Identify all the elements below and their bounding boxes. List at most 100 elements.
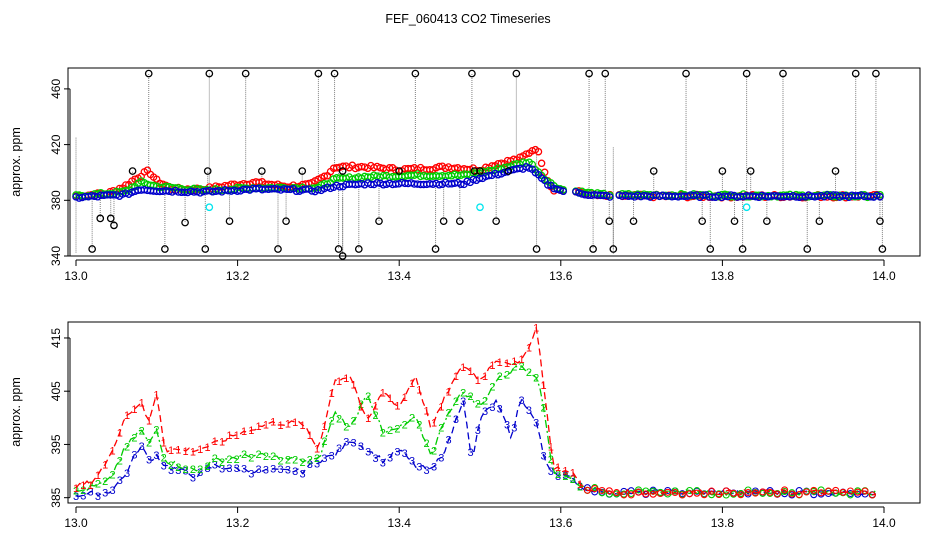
top-series-0-point <box>282 217 290 226</box>
bottom-series-2-point: 2 <box>467 391 473 403</box>
bottom-series-2-point: 2 <box>270 451 276 463</box>
top-series-0-point <box>338 252 347 260</box>
top-y-tick-label: 380 <box>49 190 63 210</box>
bottom-series-3-point: 3 <box>212 459 218 471</box>
bottom-series-3-point: 3 <box>424 465 430 477</box>
top-series-0-point <box>470 167 479 175</box>
bottom-series-2-point: 2 <box>540 402 546 414</box>
bottom-series-3-point: 3 <box>387 452 393 464</box>
bottom-series-2-point: 2 <box>489 381 495 393</box>
bottom-series-1-point <box>832 486 840 494</box>
bottom-series-1-line <box>75 327 877 496</box>
bottom-series-2-point: 2 <box>73 486 79 498</box>
bottom-series-2-point: 2 <box>212 453 218 465</box>
bottom-series-3-point: 3 <box>124 468 130 480</box>
top-series-3-point <box>435 181 443 189</box>
bottom-y-tick-label: 415 <box>49 328 63 348</box>
bottom-series-3-point: 3 <box>277 464 283 476</box>
top-series-0-point <box>241 69 250 78</box>
bottom-series-1-point <box>846 487 854 495</box>
top-x-tick-label: 13.2 <box>226 269 250 283</box>
bottom-series-2-point: 2 <box>256 449 262 461</box>
bottom-series-1-point: 1 <box>540 380 546 392</box>
bottom-series-1-point: 1 <box>387 393 393 405</box>
top-series-0-point <box>274 245 282 253</box>
top-series-0-point <box>878 245 887 253</box>
bottom-series-1-point <box>591 485 599 493</box>
top-series-0-point <box>730 217 739 226</box>
bottom-series-1-point: 1 <box>226 430 232 442</box>
top-series-0-point <box>395 167 404 175</box>
bottom-series-2-point: 2 <box>299 457 305 469</box>
bottom-series-3-point: 3 <box>336 443 342 455</box>
bottom-series-2-point: 2 <box>402 420 408 432</box>
top-series-3-point <box>829 191 838 199</box>
top-series-0-point <box>354 245 363 253</box>
figure-title: FEF_060413 CO2 Timeseries <box>385 12 550 26</box>
bottom-series-1-point <box>788 490 796 498</box>
bottom-series-3-point: 3 <box>190 472 196 484</box>
bottom-series-2-point: 2 <box>343 422 349 434</box>
top-series-0-point <box>649 167 658 175</box>
bottom-series-2-point: 2 <box>219 457 225 469</box>
bottom-series-1-point <box>751 489 759 497</box>
top-series-0-point <box>762 217 771 226</box>
bottom-series-1-point <box>700 491 708 499</box>
bottom-series-2-point: 2 <box>307 455 313 467</box>
top-series-0-point <box>181 218 189 227</box>
bottom-series-3-point: 3 <box>292 466 298 478</box>
bottom-series-2-point: 2 <box>285 454 291 466</box>
bottom-series-1-point: 1 <box>109 445 115 457</box>
bottom-series-2-point: 2 <box>314 453 320 465</box>
bottom-series-3-point: 3 <box>504 419 510 431</box>
bottom-series-1-point: 1 <box>329 388 335 400</box>
bottom-series-1-point: 1 <box>204 442 210 454</box>
bottom-x-tick-label: 13.4 <box>388 516 412 530</box>
bottom-series-3-point: 3 <box>475 425 481 437</box>
bottom-series-1-point: 1 <box>431 417 437 429</box>
bottom-series-1-point: 1 <box>409 378 415 390</box>
bottom-series-2-point: 2 <box>424 438 430 450</box>
top-x-tick-label: 13.0 <box>64 269 88 283</box>
bottom-series-3-point: 3 <box>314 459 320 471</box>
bottom-series-1-point: 1 <box>153 389 159 401</box>
bottom-series-3-point: 3 <box>497 404 503 416</box>
bottom-series-2-point: 2 <box>416 420 422 432</box>
bottom-series-2-point <box>846 491 854 499</box>
bottom-series-3-point: 3 <box>409 456 415 468</box>
bottom-panel: approx. ppm 13.0 13.2 13.4 13.6 13.8 14.0 385 3… <box>9 321 921 530</box>
bottom-series-3-point: 3 <box>299 469 305 481</box>
bottom-series-1-point <box>649 490 657 498</box>
bottom-series-2-point: 2 <box>234 454 240 466</box>
bottom-series-2-point: 2 <box>321 436 327 448</box>
bottom-series-2-point: 2 <box>336 414 342 426</box>
bottom-series-2-point: 2 <box>446 407 452 419</box>
top-series-1-point <box>534 147 543 156</box>
bottom-series-2-point: 2 <box>482 396 488 408</box>
bottom-series-1-point <box>598 486 606 495</box>
bottom-series-2-point: 2 <box>277 456 283 468</box>
top-series-0-point <box>257 167 266 175</box>
top-series-0-point <box>455 217 464 226</box>
bottom-series-2-point: 2 <box>183 464 189 476</box>
bottom-series-1-point: 1 <box>424 405 430 417</box>
bottom-series-2-point: 2 <box>153 424 159 436</box>
top-series-0-point <box>314 69 323 78</box>
bottom-series-2-point: 2 <box>380 427 386 439</box>
bottom-series-1-point <box>824 487 832 495</box>
bottom-series-1-point: 1 <box>299 420 305 432</box>
top-series-0-point <box>203 167 212 175</box>
bottom-series-3-point: 3 <box>394 447 400 459</box>
bottom-series-3-point: 3 <box>540 451 546 463</box>
bottom-series-1-point: 1 <box>161 438 167 450</box>
bottom-series-1-point <box>861 487 869 495</box>
top-series-0-point <box>338 167 347 175</box>
bottom-series-1-point: 1 <box>270 417 276 429</box>
bottom-series-1-point: 1 <box>394 401 400 413</box>
bottom-series-1-point: 1 <box>548 442 554 454</box>
bottom-series-1-point <box>868 491 876 499</box>
bottom-x-tick-label: 13.6 <box>549 516 573 530</box>
bottom-series-1-point: 1 <box>526 343 532 355</box>
bottom-series-2-point: 2 <box>80 485 86 497</box>
top-series-0-point <box>161 245 169 253</box>
